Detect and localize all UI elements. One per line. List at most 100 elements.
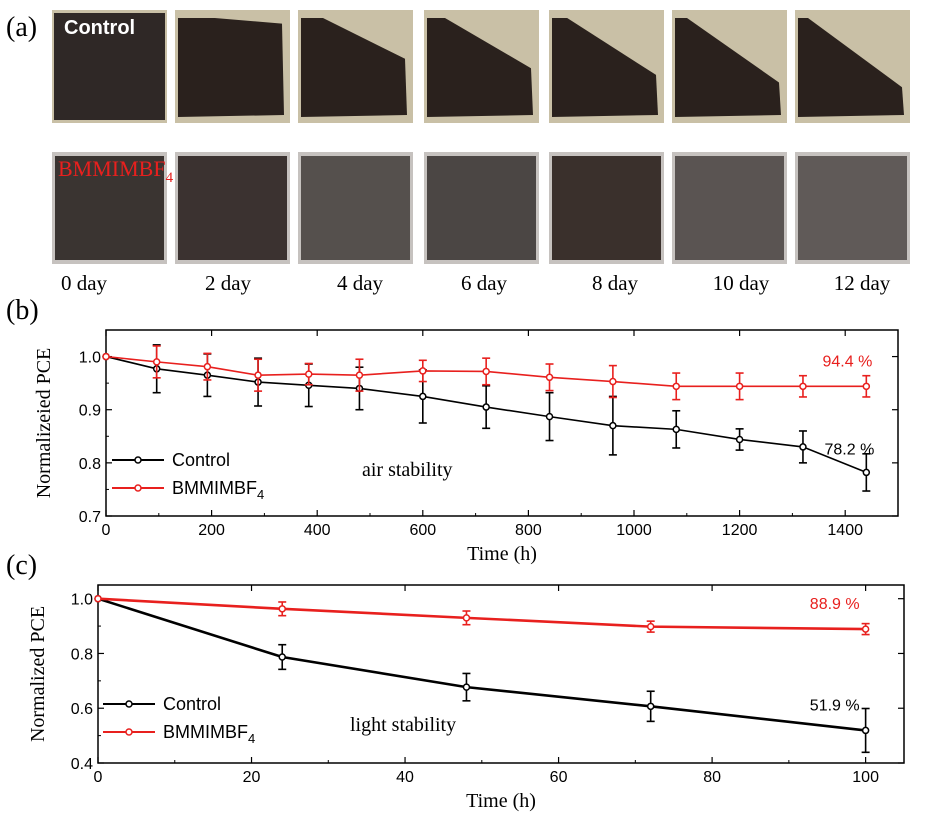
data-point — [152, 358, 161, 366]
perovskite-film — [675, 18, 781, 117]
end-label: 88.9 % — [810, 596, 860, 613]
y-tick-label: 0.8 — [71, 646, 93, 663]
panel-label-c: (c) — [6, 550, 37, 581]
data-point — [482, 367, 490, 376]
perovskite-film — [301, 18, 407, 117]
y-tick-label: 0.4 — [71, 756, 93, 773]
data-point — [102, 352, 110, 361]
end-label: 94.4 % — [823, 353, 873, 370]
data-point — [545, 373, 554, 382]
day-label-6: 12 day — [834, 271, 891, 295]
perovskite-film — [552, 156, 661, 260]
y-tick-label: 0.7 — [79, 509, 101, 526]
data-point — [419, 392, 427, 401]
x-axis-title: Time (h) — [467, 543, 537, 565]
data-point — [462, 683, 471, 691]
bmmimbf4-photo-0 — [52, 152, 167, 264]
y-tick-label: 0.9 — [79, 403, 101, 420]
data-point — [862, 468, 871, 477]
photo-grid — [52, 10, 910, 264]
legend-marker — [125, 700, 133, 708]
control-photo-4 — [549, 10, 664, 123]
data-point — [861, 625, 870, 633]
day-label-2: 4 day — [337, 271, 384, 295]
data-point — [482, 403, 490, 411]
row-label-bmmimbf4: BMMIMBF4 — [58, 156, 174, 186]
data-point — [545, 412, 554, 421]
data-point — [94, 594, 102, 603]
control-photo-1 — [175, 10, 290, 123]
data-point — [646, 702, 655, 711]
bmmimbf4-photo-2 — [298, 152, 413, 264]
series-line — [105, 355, 867, 388]
perovskite-film — [798, 156, 907, 260]
data-point — [609, 421, 617, 430]
x-tick-label: 100 — [852, 769, 879, 786]
perovskite-film — [301, 156, 410, 260]
legend-label: BMMIMBF4 — [163, 722, 255, 746]
end-label: 51.9 % — [810, 697, 860, 714]
data-point — [609, 377, 617, 386]
bmmimbf4-photo-3 — [424, 152, 539, 264]
x-tick-label: 0 — [94, 769, 103, 786]
data-point — [278, 605, 286, 613]
x-tick-label: 60 — [550, 769, 568, 786]
bmmimbf4-photo-1 — [175, 152, 290, 264]
day-label-0: 0 day — [61, 271, 108, 295]
legend-label: BMMIMBF4 — [172, 478, 264, 502]
x-tick-label: 40 — [396, 769, 414, 786]
data-point — [862, 382, 871, 391]
bmmimbf4-photo-4 — [549, 152, 664, 264]
data-point — [672, 425, 680, 434]
perovskite-film — [798, 18, 904, 117]
data-point — [355, 371, 364, 379]
data-point — [462, 614, 471, 622]
legend-label: Control — [163, 694, 221, 714]
y-tick-label: 1.0 — [71, 592, 93, 609]
data-point — [305, 370, 313, 378]
control-photo-3 — [424, 10, 539, 123]
legend-marker — [134, 456, 142, 464]
legend-entry-1: BMMIMBF4 — [103, 722, 255, 746]
control-photo-6 — [795, 10, 910, 123]
chart-light-stability: 0 20 40 60 80 100 0.4 0.6 0.8 1.0 Time (h) Normaliz… — [27, 584, 905, 812]
plot-frame — [105, 329, 899, 517]
chart-air-stability: 0 200 400 600 800 1000 1200 1400 0.7 0.8 0.9 1.0 Tim… — [33, 329, 899, 565]
series-bmmimbf4: 88.9 % — [94, 594, 870, 636]
y-tick-label: 1.0 — [79, 350, 101, 367]
legend-label: Control — [172, 450, 230, 470]
data-point — [735, 435, 744, 444]
bmmimbf4-photo-5 — [672, 152, 787, 264]
control-photo-2 — [298, 10, 413, 123]
legend-entry-1: BMMIMBF4 — [112, 478, 264, 502]
data-point — [799, 382, 807, 391]
control-photo-0 — [52, 10, 167, 123]
y-tick-label: 0.8 — [79, 456, 101, 473]
stability-annotation: light stability — [350, 714, 456, 736]
data-point — [799, 443, 807, 451]
x-tick-label: 80 — [703, 769, 721, 786]
control-photo-5 — [672, 10, 787, 123]
x-tick-label: 1000 — [616, 522, 652, 539]
series-line — [105, 355, 867, 474]
panel-label-a: (a) — [6, 12, 37, 43]
data-point — [254, 371, 262, 379]
legend-subscript: 4 — [257, 487, 264, 502]
bmmimbf4-photo-6 — [795, 152, 910, 264]
day-label-4: 8 day — [592, 271, 639, 295]
x-tick-label: 20 — [243, 769, 261, 786]
x-tick-label: 800 — [515, 522, 542, 539]
x-tick-label: 1200 — [722, 522, 758, 539]
series-bmmimbf4: 94.4 % — [102, 345, 873, 401]
y-tick-label: 0.6 — [71, 701, 93, 718]
data-point — [646, 622, 655, 631]
day-label-3: 6 day — [461, 271, 508, 295]
legend-marker — [125, 728, 133, 736]
legend-entry-0: Control — [103, 694, 221, 714]
y-axis-title: Normalized PCE — [27, 606, 49, 742]
perovskite-film — [427, 156, 536, 260]
data-point — [735, 382, 744, 391]
legend-subscript: 4 — [248, 731, 255, 746]
x-axis-title: Time (h) — [466, 790, 536, 812]
perovskite-film — [178, 18, 284, 117]
